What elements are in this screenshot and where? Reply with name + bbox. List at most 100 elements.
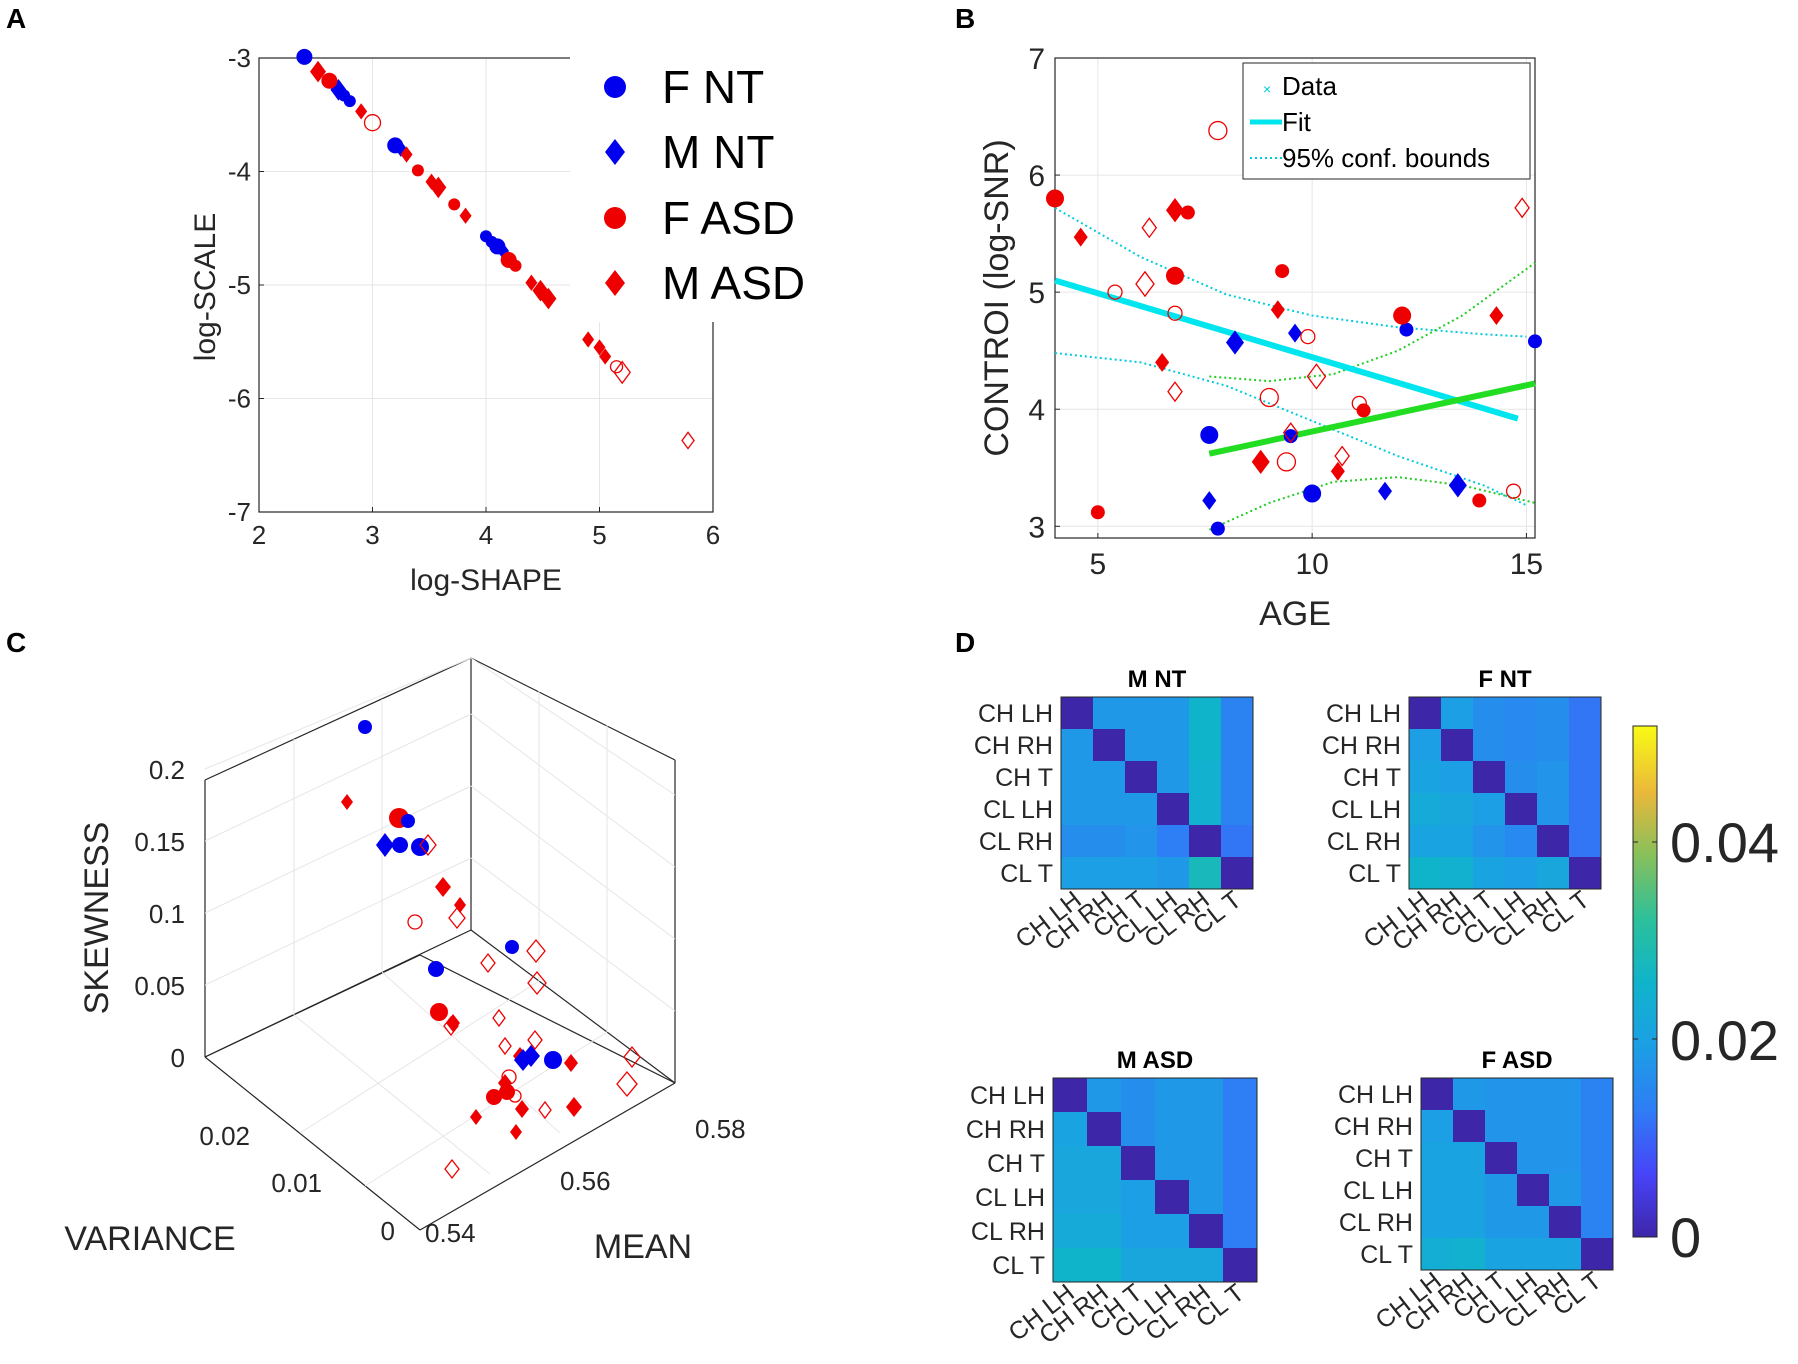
panel-a-xticks: 2 3 4 5 6 — [252, 507, 720, 550]
panel-d-label: D — [955, 627, 975, 658]
c-point — [515, 1100, 529, 1118]
heatmap-cell — [1581, 1238, 1614, 1271]
b-point-asd-open- — [1167, 381, 1183, 403]
c-point — [444, 1158, 460, 1180]
heatmap-cell — [1221, 793, 1254, 826]
heatmap-cell — [1473, 825, 1506, 858]
c-ytick-0: 0 — [171, 1043, 185, 1073]
legend-label-fit: Fit — [1282, 107, 1312, 137]
heatmap-cell — [1549, 1174, 1582, 1207]
heatmap-cell — [1409, 729, 1442, 762]
heatmap-row-label: CL LH — [975, 1184, 1045, 1212]
heatmap-cell — [1517, 1238, 1550, 1271]
heatmap-row-label: CL T — [1348, 860, 1401, 888]
heatmap-cell — [1061, 825, 1094, 858]
heatmap-cell — [1087, 1112, 1122, 1147]
heatmap-cell — [1473, 857, 1506, 890]
b-point-asd-open- — [1300, 328, 1316, 345]
c-point — [419, 833, 437, 857]
b-point-asd — [1270, 300, 1285, 320]
panel-c-label: C — [6, 627, 26, 658]
a-point-m-asd — [459, 207, 472, 224]
c-point — [492, 1008, 506, 1028]
heatmap-cell — [1189, 761, 1222, 794]
heatmap-row-label: CL T — [992, 1252, 1045, 1280]
a-xtick-label: 4 — [479, 520, 493, 550]
heatmap-row-label: CL RH — [971, 1218, 1045, 1246]
b-point-asd-open- — [1107, 284, 1123, 300]
heatmap-cell — [1093, 761, 1126, 794]
heatmap-cell — [1087, 1248, 1122, 1283]
heatmap-cell — [1537, 825, 1570, 858]
panel-c-zlabel: VARIANCE — [64, 1220, 235, 1258]
heatmap-cell — [1581, 1142, 1614, 1175]
legend-label-f-asd: F ASD — [662, 192, 795, 244]
c-point — [544, 1051, 562, 1069]
heatmap-cell — [1453, 1206, 1486, 1239]
heatmap-row-label: CL RH — [1327, 828, 1401, 856]
b-point-asd — [1180, 205, 1195, 220]
heatmap-cell — [1421, 1238, 1454, 1271]
heatmap-cell — [1549, 1238, 1582, 1271]
panel-d: D M NT CH LH CH RH CH T CL LH CL RH CL T CH LH C… — [955, 627, 1779, 1349]
heatmap-cell — [1189, 857, 1222, 890]
c-point — [376, 833, 394, 857]
b-point-asd-open- — [1259, 387, 1279, 408]
heatmap-cell — [1549, 1142, 1582, 1175]
heatmap-cell — [1053, 1214, 1088, 1249]
heatmap-cell — [1189, 1146, 1224, 1181]
c-point — [435, 877, 451, 897]
panel-c-ylabel: SKEWNESS — [78, 822, 116, 1015]
heatmap-cell — [1053, 1248, 1088, 1283]
c-xtick-0: 0.54 — [425, 1218, 476, 1248]
heatmap-cell — [1155, 1112, 1190, 1147]
c-point — [446, 1014, 460, 1032]
colorbar-tick-0.02: 0.02 — [1670, 1009, 1779, 1072]
heatmap-cell — [1189, 793, 1222, 826]
c-point — [508, 1089, 522, 1103]
heatmap-cell — [1157, 793, 1190, 826]
panel-b-fit-lines — [1054, 277, 1536, 457]
c-point — [526, 938, 546, 964]
heatmap-cell — [1087, 1214, 1122, 1249]
heatmap-cell — [1569, 825, 1602, 858]
heatmap-row-label: CH T — [995, 764, 1053, 792]
heatmap-cell — [1505, 825, 1538, 858]
heatmap-cell — [1485, 1174, 1518, 1207]
heatmap-cell — [1409, 761, 1442, 794]
b-conf-bound — [1054, 352, 1527, 507]
heatmap-cell — [1087, 1078, 1122, 1113]
heatmap-cell — [1569, 857, 1602, 890]
c-point — [499, 1084, 515, 1100]
heatmap-cell — [1125, 729, 1158, 762]
heatmap-cell — [1221, 825, 1254, 858]
heatmap-cell — [1581, 1110, 1614, 1143]
a-point-f-asd — [363, 114, 382, 132]
heatmap-row-label: CH T — [1355, 1145, 1413, 1173]
legend-marker-f-asd — [604, 207, 626, 229]
heatmap-cell — [1537, 697, 1570, 730]
heatmap-cell — [1221, 697, 1254, 730]
b-point-asd-open- — [1514, 197, 1530, 219]
c-point — [470, 1109, 482, 1125]
b-point-nt — [1200, 425, 1219, 444]
a-point-f-asd — [411, 164, 424, 177]
heatmap-cell — [1223, 1248, 1258, 1283]
heatmap-row-label: CL LH — [1331, 796, 1401, 824]
c-ytick-3: 0.15 — [134, 827, 185, 857]
legend-marker-m-asd — [605, 270, 625, 296]
a-point-m-asd — [681, 431, 695, 450]
panel-a: A 2 3 4 5 6 -7 -6 -5 -4 -3 log-SHAPE log-SCALE F… — [6, 3, 828, 597]
a-point-m-asd — [613, 360, 632, 385]
b-xtick-label: 15 — [1510, 548, 1543, 581]
panel-a-yticks: -7 -6 -5 -4 -3 — [228, 43, 264, 527]
b-point-asd — [1472, 493, 1487, 508]
heatmap-cell — [1517, 1078, 1550, 1111]
heatmap-cell — [1537, 729, 1570, 762]
heatmap-cell — [1221, 761, 1254, 794]
heatmap-cell — [1505, 761, 1538, 794]
heatmap-cell — [1053, 1078, 1088, 1113]
heatmap-row-label: CH T — [987, 1150, 1045, 1178]
